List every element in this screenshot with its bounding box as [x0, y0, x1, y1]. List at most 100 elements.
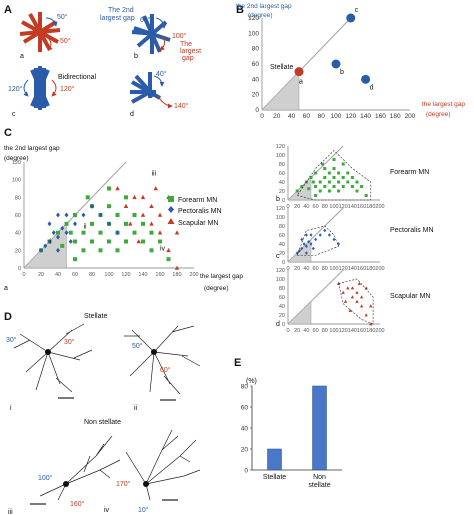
- cluster-outline: [296, 150, 372, 201]
- y-tick-label: 40: [15, 231, 21, 237]
- data-point-diamond: [323, 228, 327, 233]
- c-xlabel-2: (degree): [204, 285, 229, 292]
- panel-d-letter: D: [4, 311, 12, 323]
- neuron-ii: [124, 325, 201, 401]
- data-point-diamond: [68, 239, 73, 244]
- data-point-square: [90, 221, 94, 226]
- rose-b-note-5: gap: [182, 55, 194, 62]
- data-point-square: [124, 195, 128, 200]
- data-point-triangle: [350, 286, 355, 290]
- data-point-diamond: [73, 221, 77, 227]
- small-plot-d: 0 20 40 60 80 100 120 140 160 180 2000204060801001…: [276, 268, 431, 334]
- data-point-triangle: [174, 265, 180, 270]
- x-tick-label: 200: [375, 328, 384, 334]
- annotation-iii: iii: [152, 170, 157, 177]
- bar-1: [312, 385, 327, 471]
- data-point-square: [81, 230, 86, 235]
- b-ylabel-1: the 2nd largest gap: [236, 3, 292, 10]
- x-tick-label: 80: [318, 113, 326, 120]
- data-point-square: [115, 213, 120, 217]
- bar-0: [267, 448, 282, 471]
- data-point-triangle: [359, 295, 364, 299]
- data-point-triangle: [355, 290, 359, 294]
- b-xlabel-1: the largest gap: [422, 101, 465, 108]
- data-point-square: [141, 239, 145, 244]
- data-point-square: [323, 167, 327, 170]
- data-point-diamond: [311, 246, 315, 251]
- rose-b-note-2: largest gap: [100, 15, 135, 22]
- x-tick-label: 40: [303, 204, 309, 210]
- data-point-triangle: [364, 313, 368, 317]
- panel-b: B the 2nd largest gap (degree) the large…: [236, 3, 465, 120]
- data-point-diamond: [304, 244, 308, 249]
- data-point-square: [318, 180, 322, 184]
- x-tick-label: 180: [390, 113, 401, 120]
- data-point-triangle: [369, 322, 373, 326]
- x-tick-label: 20: [294, 266, 300, 272]
- y-tick-label: 120: [12, 160, 21, 166]
- y-tick-label: 40: [279, 304, 285, 310]
- data-point-triangle: [357, 281, 361, 285]
- rose-d-label-1: 40°: [156, 70, 167, 78]
- data-point-diamond: [98, 212, 103, 218]
- small-plot-b-label: Forearm MN: [390, 169, 429, 176]
- data-point-triangle: [355, 299, 359, 303]
- data-point-square: [341, 162, 345, 166]
- data-point-diamond: [115, 230, 120, 236]
- y-tick-label: 80: [252, 46, 260, 53]
- data-point-diamond: [318, 233, 322, 237]
- data-point-square: [350, 176, 354, 179]
- y-tick-label: 120: [276, 206, 285, 212]
- data-point-square: [124, 221, 128, 226]
- data-point-triangle: [350, 295, 355, 299]
- data-point-square: [115, 248, 120, 253]
- rose-b: [131, 14, 171, 54]
- small-plot-d-label: Scapular MN: [390, 293, 430, 300]
- y-tick-label: 20: [241, 447, 249, 454]
- data-point-diamond: [64, 230, 69, 236]
- x-tick-label: 100: [331, 113, 342, 120]
- data-point-square: [90, 239, 94, 244]
- data-point-square: [332, 176, 336, 179]
- data-point-square: [321, 162, 324, 166]
- data-point-diamond: [56, 212, 60, 218]
- data-point-square: [73, 257, 77, 262]
- stellate-region: [261, 71, 300, 111]
- data-point-square: [337, 189, 341, 193]
- data-point-square: [364, 194, 368, 197]
- y-tick-label: 20: [252, 92, 260, 99]
- annotation-i: i: [50, 238, 52, 245]
- x-tick-label: 180: [366, 266, 375, 272]
- data-point-square: [295, 189, 299, 193]
- y-tick-label: 0: [282, 198, 285, 204]
- y-tick-label: 0: [255, 107, 259, 114]
- data-point-diamond: [300, 237, 304, 242]
- x-tick-label: 160: [357, 266, 366, 272]
- data-point-triangle: [123, 203, 129, 208]
- data-point-triangle: [341, 290, 345, 294]
- x-tick-label: 0: [286, 328, 289, 334]
- x-tick-label: 120: [121, 272, 130, 278]
- data-point-d: [361, 74, 371, 84]
- panel-a: A 50° 50° a: [4, 4, 201, 118]
- x-tick-label: 0: [286, 204, 289, 210]
- small-plot-b: 0 20 40 60 80 100 120 140 160 180 2000204060801001…: [276, 144, 429, 210]
- x-tick-label: 200: [375, 204, 384, 210]
- e-unit: (%): [246, 378, 257, 385]
- x-tick-label: 180: [172, 272, 181, 278]
- neuron-iii-sub: iii: [8, 509, 13, 515]
- y-tick-label: 40: [241, 426, 249, 433]
- data-point-square: [85, 195, 90, 200]
- rose-a: [19, 12, 61, 52]
- data-point-square: [141, 221, 145, 226]
- x-tick-label: 140: [348, 204, 357, 210]
- data-point-square: [314, 171, 318, 175]
- data-point-square: [124, 239, 128, 244]
- panel-d: D Stellate Non stellate 30° 30° i 50° 60…: [4, 311, 201, 515]
- data-point-square: [323, 185, 327, 188]
- x-tick-label: 60: [313, 266, 319, 272]
- data-point-square: [327, 180, 331, 184]
- x-tick-label: 40: [303, 328, 309, 334]
